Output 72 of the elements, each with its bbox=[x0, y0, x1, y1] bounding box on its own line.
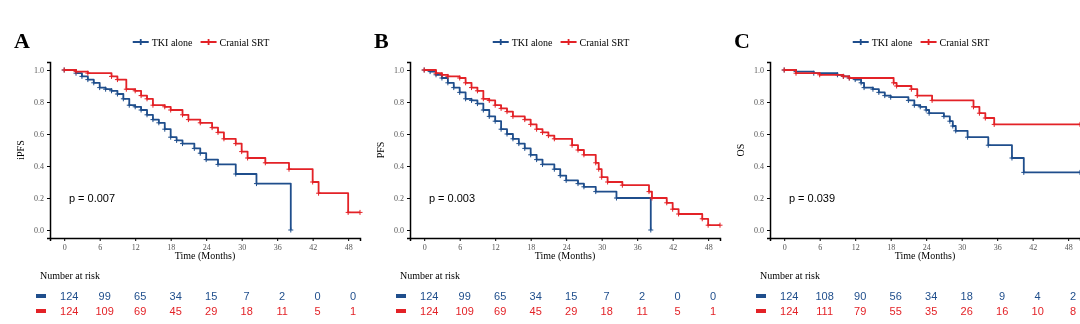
x-tick-label: 48 bbox=[344, 242, 353, 252]
legend-label: Cranial SRT bbox=[219, 36, 270, 48]
text: 124 99 65 34 15 7 2 0 0 bbox=[420, 290, 717, 302]
text: 124 111 79 55 35 26 16 10 8 bbox=[780, 305, 1077, 317]
x-tick-label: 30 bbox=[958, 242, 967, 252]
legend-label: TKI alone bbox=[151, 36, 194, 48]
x-tick-label: 0 bbox=[62, 242, 67, 252]
legend-label: TKI alone bbox=[871, 36, 914, 48]
y-tick-label: 0.8 bbox=[34, 98, 44, 108]
annotation: p = 0.039 bbox=[788, 192, 836, 204]
x-axis-title: Time (Months) bbox=[894, 250, 956, 262]
y-tick-label: 0.4 bbox=[34, 162, 44, 172]
x-tick-label: 0 bbox=[782, 242, 787, 252]
x-tick-label: 0 bbox=[422, 242, 427, 252]
x-axis-title: Time (Months) bbox=[174, 250, 236, 262]
x-tick-label: 12 bbox=[131, 242, 140, 252]
x-tick-label: 30 bbox=[238, 242, 247, 252]
x-tick-label: 48 bbox=[1064, 242, 1073, 252]
y-tick-label: 0.0 bbox=[754, 226, 764, 236]
legend-label: Cranial SRT bbox=[579, 36, 630, 48]
text: Number at risk bbox=[760, 270, 820, 281]
x-tick-label: 12 bbox=[491, 242, 500, 252]
legend-label: Cranial SRT bbox=[939, 36, 990, 48]
y-tick-label: 0.4 bbox=[754, 162, 764, 172]
legend-label: TKI alone bbox=[511, 36, 554, 48]
x-axis-title: Time (Months) bbox=[534, 250, 596, 262]
text: Number at risk bbox=[400, 270, 460, 281]
x-tick-label: 6 bbox=[818, 242, 823, 252]
x-tick-label: 36 bbox=[273, 242, 282, 252]
chart-title: A bbox=[14, 28, 30, 53]
y-tick-label: 0.8 bbox=[754, 98, 764, 108]
y-tick-label: 1.0 bbox=[34, 66, 44, 76]
y-tick-label: 0.2 bbox=[34, 194, 44, 204]
x-tick-label: 42 bbox=[309, 242, 318, 252]
y-tick-label: 1.0 bbox=[394, 66, 404, 76]
text: 124 109 69 45 29 18 11 5 1 bbox=[60, 305, 357, 317]
x-tick-label: 36 bbox=[633, 242, 642, 252]
x-tick-label: 30 bbox=[598, 242, 607, 252]
y-tick-label: 0.6 bbox=[754, 130, 764, 140]
x-tick-label: 18 bbox=[527, 242, 536, 252]
x-tick-label: 42 bbox=[669, 242, 678, 252]
y-tick-label: 0.2 bbox=[394, 194, 404, 204]
y-tick-label: 0.6 bbox=[34, 130, 44, 140]
y-tick-label: 0.8 bbox=[394, 98, 404, 108]
y-tick-label: 0.0 bbox=[34, 226, 44, 236]
annotation: p = 0.003 bbox=[428, 192, 476, 204]
x-tick-label: 42 bbox=[1029, 242, 1038, 252]
x-tick-label: 12 bbox=[851, 242, 860, 252]
text: Number at risk bbox=[40, 270, 100, 281]
annotation: p = 0.007 bbox=[68, 192, 116, 204]
x-tick-label: 24 bbox=[562, 242, 571, 252]
text: 124 99 65 34 15 7 2 0 0 bbox=[60, 290, 357, 302]
y-tick-label: 0.4 bbox=[394, 162, 404, 172]
x-tick-label: 24 bbox=[922, 242, 931, 252]
y-axis-title: iPFS bbox=[15, 140, 26, 160]
text: 124 108 90 56 34 18 9 4 2 bbox=[780, 290, 1077, 302]
y-tick-label: 0.0 bbox=[394, 226, 404, 236]
chart-title: B bbox=[374, 28, 389, 53]
chart-title: C bbox=[734, 28, 750, 53]
x-tick-label: 18 bbox=[887, 242, 896, 252]
x-tick-label: 36 bbox=[993, 242, 1002, 252]
text: 124 109 69 45 29 18 11 5 1 bbox=[420, 305, 717, 317]
y-tick-label: 1.0 bbox=[754, 66, 764, 76]
y-axis-title: OS bbox=[735, 143, 746, 157]
x-tick-label: 6 bbox=[458, 242, 463, 252]
x-tick-label: 6 bbox=[98, 242, 103, 252]
x-tick-label: 48 bbox=[704, 242, 713, 252]
x-tick-label: 18 bbox=[167, 242, 176, 252]
y-tick-label: 0.6 bbox=[394, 130, 404, 140]
y-tick-label: 0.2 bbox=[754, 194, 764, 204]
y-axis-title: PFS bbox=[375, 141, 386, 159]
x-tick-label: 24 bbox=[202, 242, 211, 252]
